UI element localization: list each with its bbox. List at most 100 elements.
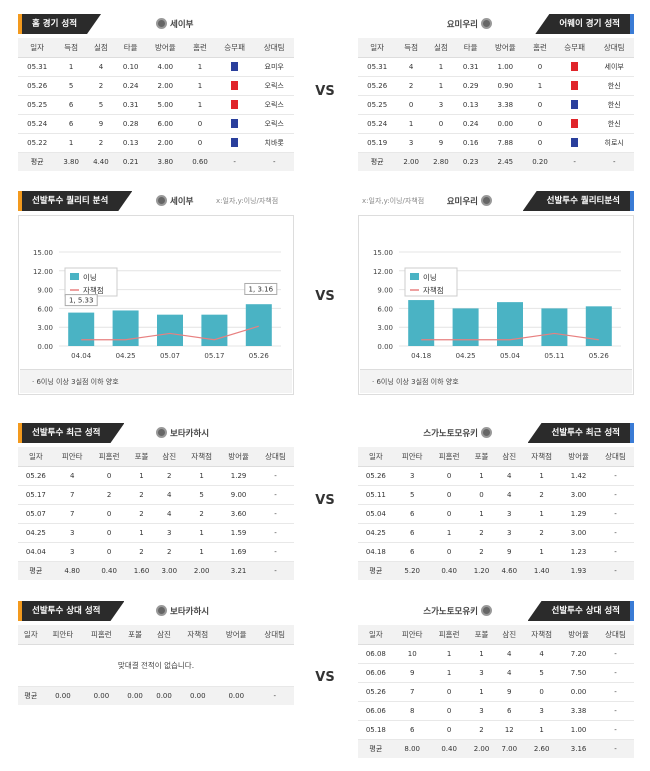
table-cell: 2 [183,504,221,524]
column-header: 피안타 [393,625,431,645]
column-header: 자책점 [523,625,561,645]
table-header-row: 일자 피안타 피홈런 포볼 삼진 자책점 방어율 상대팀 [358,447,634,467]
column-header: 상대팀 [597,447,634,467]
table-cell: 0 [90,504,128,524]
win-badge-icon [571,100,579,109]
average-cell: 3.21 [220,561,258,580]
table-cell: 1.69 [220,542,258,562]
y-tick-label: 15.00 [33,249,53,257]
average-row: 평균 8.00 0.40 2.00 7.00 2.60 3.16- [358,739,634,758]
table-cell: 04.25 [358,523,394,543]
table-cell: 1 [467,466,496,486]
series-line [81,325,259,341]
table-cell: 05.26 [358,76,397,96]
average-cell: 평균 [358,561,394,580]
x-tick-label: 04.25 [116,352,136,360]
y-tick-label: 6.00 [377,305,393,313]
column-header: 실점 [426,38,456,58]
y-tick-label: 12.00 [33,268,53,276]
pitcher-recent-panel: 선발투수 최근 성적 보타카하시 일자 피안타 피홈런 포볼 삼진 자책점 방어율 상대팀 05… [18,423,294,580]
table-cell: 0.29 [455,76,486,96]
average-cell: 0.00 [149,686,179,705]
pitcher-quality-panel: 선발투수 퀄리티 분석 세이부 x:일자,y:이닝/자책점 0.00 3.00 6.… [18,191,294,395]
column-header: 포볼 [467,625,496,645]
average-cell: 4.40 [86,152,116,171]
table-cell: 3 [467,663,496,683]
table-cell: - [257,485,294,505]
table-cell: 04.18 [358,542,394,562]
table-row: 05.26 3 0 1 4 1 1.42- [358,466,634,486]
legend-label: 자책점 [83,285,104,295]
table-cell: 1 [56,57,87,77]
average-cell: 1.93 [560,561,598,580]
table-cell: 0 [426,114,456,134]
table-cell: - [597,504,634,524]
away-record-panel: 요미우리 어웨이 경기 성적 일자 득점 실점 타율 방어율 홈런 승무패 상대팀 05.31 4… [358,14,634,171]
table-cell: 05.22 [18,133,57,153]
table-cell: 2 [86,76,116,96]
table-cell: 3.00 [560,523,598,543]
average-cell: 평균 [18,152,57,171]
table-cell: 7 [393,682,431,702]
table-cell: - [597,542,634,562]
average-cell: 2.00 [183,561,221,580]
table-row: 04.25 3 0 1 3 1 1.59- [18,523,294,543]
column-header: 상대팀 [255,625,294,645]
table-cell: 1.29 [220,466,258,486]
average-cell: 0.40 [430,561,468,580]
team-name: 세이부 [156,18,193,30]
team-name: 요미우리 [447,195,492,207]
panel-title: 선발투수 퀄리티 분석 [18,191,132,211]
table-cell: - [257,523,294,543]
table-cell: 1 [127,466,156,486]
table-header-row: 일자 득점 실점 타율 방어율 홈런 승무패 상대팀 [358,38,634,58]
table-cell: 1 [523,466,561,486]
table-cell: 4 [495,644,524,664]
result-cell [214,76,255,96]
pitcher-recent-table: 일자 피안타 피홈런 포볼 삼진 자책점 방어율 상대팀 05.26 4 0 1 2 1 1.29-05.1… [18,447,294,580]
pitcher-vs-panel: 스가노토모유키 선발투수 상대 성적 일자 피안타 피홈런 포볼 삼진 자책점 방어율 상대팀… [358,601,634,758]
table-cell: 2 [155,466,184,486]
column-header: 홈런 [525,38,555,58]
team-name: 보타카하시 [156,427,209,439]
panel-title: 어웨이 경기 성적 [535,14,634,34]
table-cell: 3 [495,504,524,524]
average-cell: 0.23 [455,152,486,171]
table-cell: 2 [396,76,427,96]
team-logo-icon [156,195,167,206]
table-cell: 7.20 [560,644,598,664]
pitcher-vs-table: 일자 피안타 피홈런 포볼 삼진 자책점 방어율 상대팀 06.08 10 1 1 4 4 7.20-06.… [358,625,634,758]
table-cell: 0.16 [455,133,486,153]
table-cell: 0 [430,720,468,740]
table-cell: 05.26 [18,76,57,96]
table-cell: 0 [525,133,555,153]
table-cell: 05.24 [18,114,57,134]
table-row: 05.25 6 5 0.31 5.00 1 오릭스 [18,95,294,115]
table-row: 06.08 10 1 1 4 4 7.20- [358,644,634,664]
column-header: 방어율 [485,38,526,58]
average-cell: 0.40 [430,739,468,758]
average-cell: 평균 [18,561,54,580]
legend-swatch [70,273,79,280]
table-cell: 0.31 [455,57,486,77]
table-cell: 05.25 [358,95,397,115]
table-cell: 2 [523,523,561,543]
average-cell: - [214,152,255,171]
x-tick-label: 05.26 [249,352,270,360]
average-cell: 0.00 [217,686,256,705]
table-cell: 4 [396,57,427,77]
table-cell: 세이부 [594,57,634,77]
table-cell: 3 [155,523,184,543]
table-cell: 4 [53,466,91,486]
team-logo-icon [156,427,167,438]
home-record-panel: 홈 경기 성적 세이부 일자 득점 실점 타율 방어율 홈런 승무패 상대팀 05.31 1 4 0.… [18,14,294,171]
bar [452,308,479,346]
table-cell: 1 [183,523,221,543]
panel-title: 선발투수 최근 성적 [527,423,634,443]
table-cell: 5 [56,76,87,96]
average-cell: 1.60 [127,561,156,580]
column-header: 자책점 [178,625,217,645]
table-cell: 2 [127,485,156,505]
column-header: 일자 [358,447,394,467]
bar [408,300,435,346]
